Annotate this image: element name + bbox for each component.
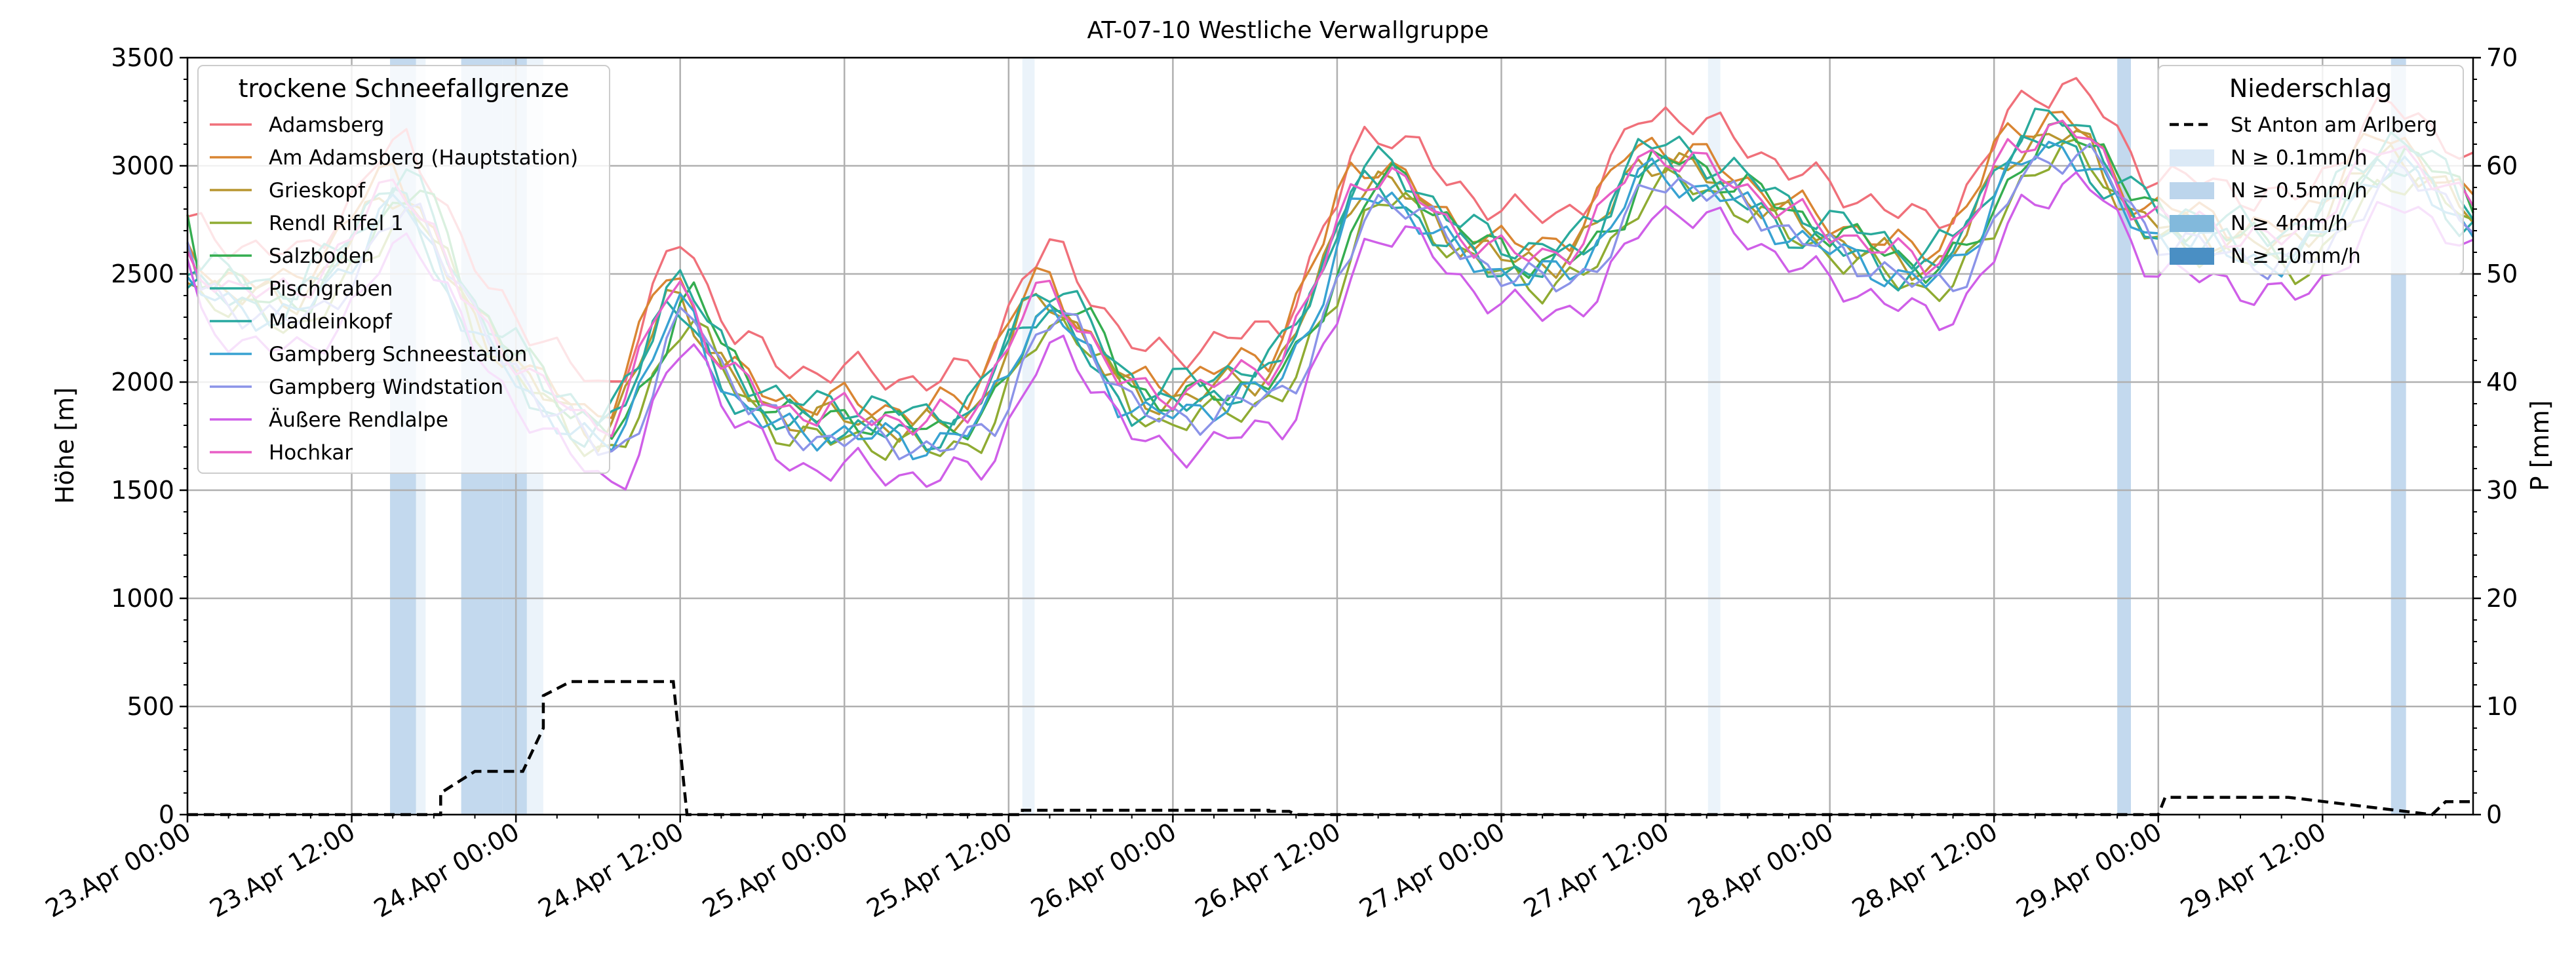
- precip-band-6: [1708, 58, 1721, 815]
- axes-frame: [186, 56, 2474, 816]
- legend-precipitation-title: Niederschlag: [2229, 74, 2392, 103]
- legend-snowline-label-9: Äußere Rendlalpe: [269, 408, 448, 432]
- legend-precip-label-3: N ≥ 4mm/h: [2231, 212, 2348, 235]
- y2-tick-label-2: 20: [2486, 584, 2518, 613]
- legend-precip-swatch-3: [2170, 215, 2214, 232]
- legend-precip-swatch-4: [2170, 248, 2214, 265]
- legend-precip-label-0: St Anton am Arlberg: [2231, 113, 2437, 137]
- legend-precipitation-entries: St Anton am Arlberg N ≥ 0.1mm/h N ≥ 0.5mm/…: [2170, 113, 2437, 268]
- y-tick-label-2: 1000: [111, 584, 174, 613]
- legend-snowline-label-10: Hochkar: [269, 441, 353, 465]
- y-tick-label-5: 2500: [111, 260, 174, 288]
- legend-snowline-label-0: Adamsberg: [269, 113, 384, 137]
- legend-snowline-label-6: Madleinkopf: [269, 310, 393, 334]
- y-tick-label-6: 3000: [111, 151, 174, 180]
- y2-tick-label-5: 50: [2486, 260, 2518, 288]
- y-axis-label: Höhe [m]: [50, 387, 79, 504]
- y-tick-label-4: 2000: [111, 368, 174, 396]
- y2-tick-label-1: 10: [2486, 692, 2518, 721]
- legend-precip-label-1: N ≥ 0.1mm/h: [2231, 146, 2368, 170]
- legend-precip-swatch-2: [2170, 182, 2214, 199]
- legend-snowline-label-4: Salzboden: [269, 244, 374, 268]
- legend-precip-swatch-1: [2170, 149, 2214, 166]
- legend-snowline-frame: [197, 65, 610, 474]
- y-tick-label-7: 3500: [111, 43, 174, 72]
- legend-snowline-label-2: Grieskopf: [269, 179, 366, 203]
- y-tick-label-0: 0: [159, 800, 174, 829]
- y2-tick-label-7: 70: [2486, 43, 2518, 72]
- legend-snowline: trockene Schneefallgrenze Adamsberg Am Ad…: [197, 65, 610, 474]
- y2-tick-label-4: 40: [2486, 368, 2518, 396]
- y-tick-label-1: 500: [127, 692, 174, 721]
- precip-band-7: [2117, 58, 2131, 815]
- legend-precipitation: Niederschlag St Anton am Arlberg N ≥ 0.1m…: [2158, 65, 2464, 275]
- precip-band-5: [1022, 58, 1035, 815]
- legend-precip-label-2: N ≥ 0.5mm/h: [2231, 179, 2368, 203]
- y2-axis-label: P [mm]: [2526, 400, 2554, 492]
- y2-tick-label-6: 60: [2486, 151, 2518, 180]
- y2-tick-label-0: 0: [2486, 800, 2502, 829]
- y-tick-label-3: 1500: [111, 476, 174, 505]
- legend-snowline-label-5: Pischgraben: [269, 277, 393, 301]
- legend-snowline-title: trockene Schneefallgrenze: [239, 74, 570, 103]
- legend-snowline-label-7: Gampberg Schneestation: [269, 343, 527, 366]
- legend-snowline-label-8: Gampberg Windstation: [269, 376, 503, 399]
- y2-tick-label-3: 30: [2486, 476, 2518, 505]
- legend-snowline-label-1: Am Adamsberg (Hauptstation): [269, 146, 578, 170]
- legend-precipitation-frame: [2158, 65, 2464, 275]
- legend-snowline-label-3: Rendl Riffel 1: [269, 212, 404, 235]
- chart-title: AT-07-10 Westliche Verwallgruppe: [1087, 17, 1489, 44]
- legend-snowline-entries: Adamsberg Am Adamsberg (Hauptstation) Grie…: [210, 113, 578, 465]
- legend-precip-label-4: N ≥ 10mm/h: [2231, 244, 2361, 268]
